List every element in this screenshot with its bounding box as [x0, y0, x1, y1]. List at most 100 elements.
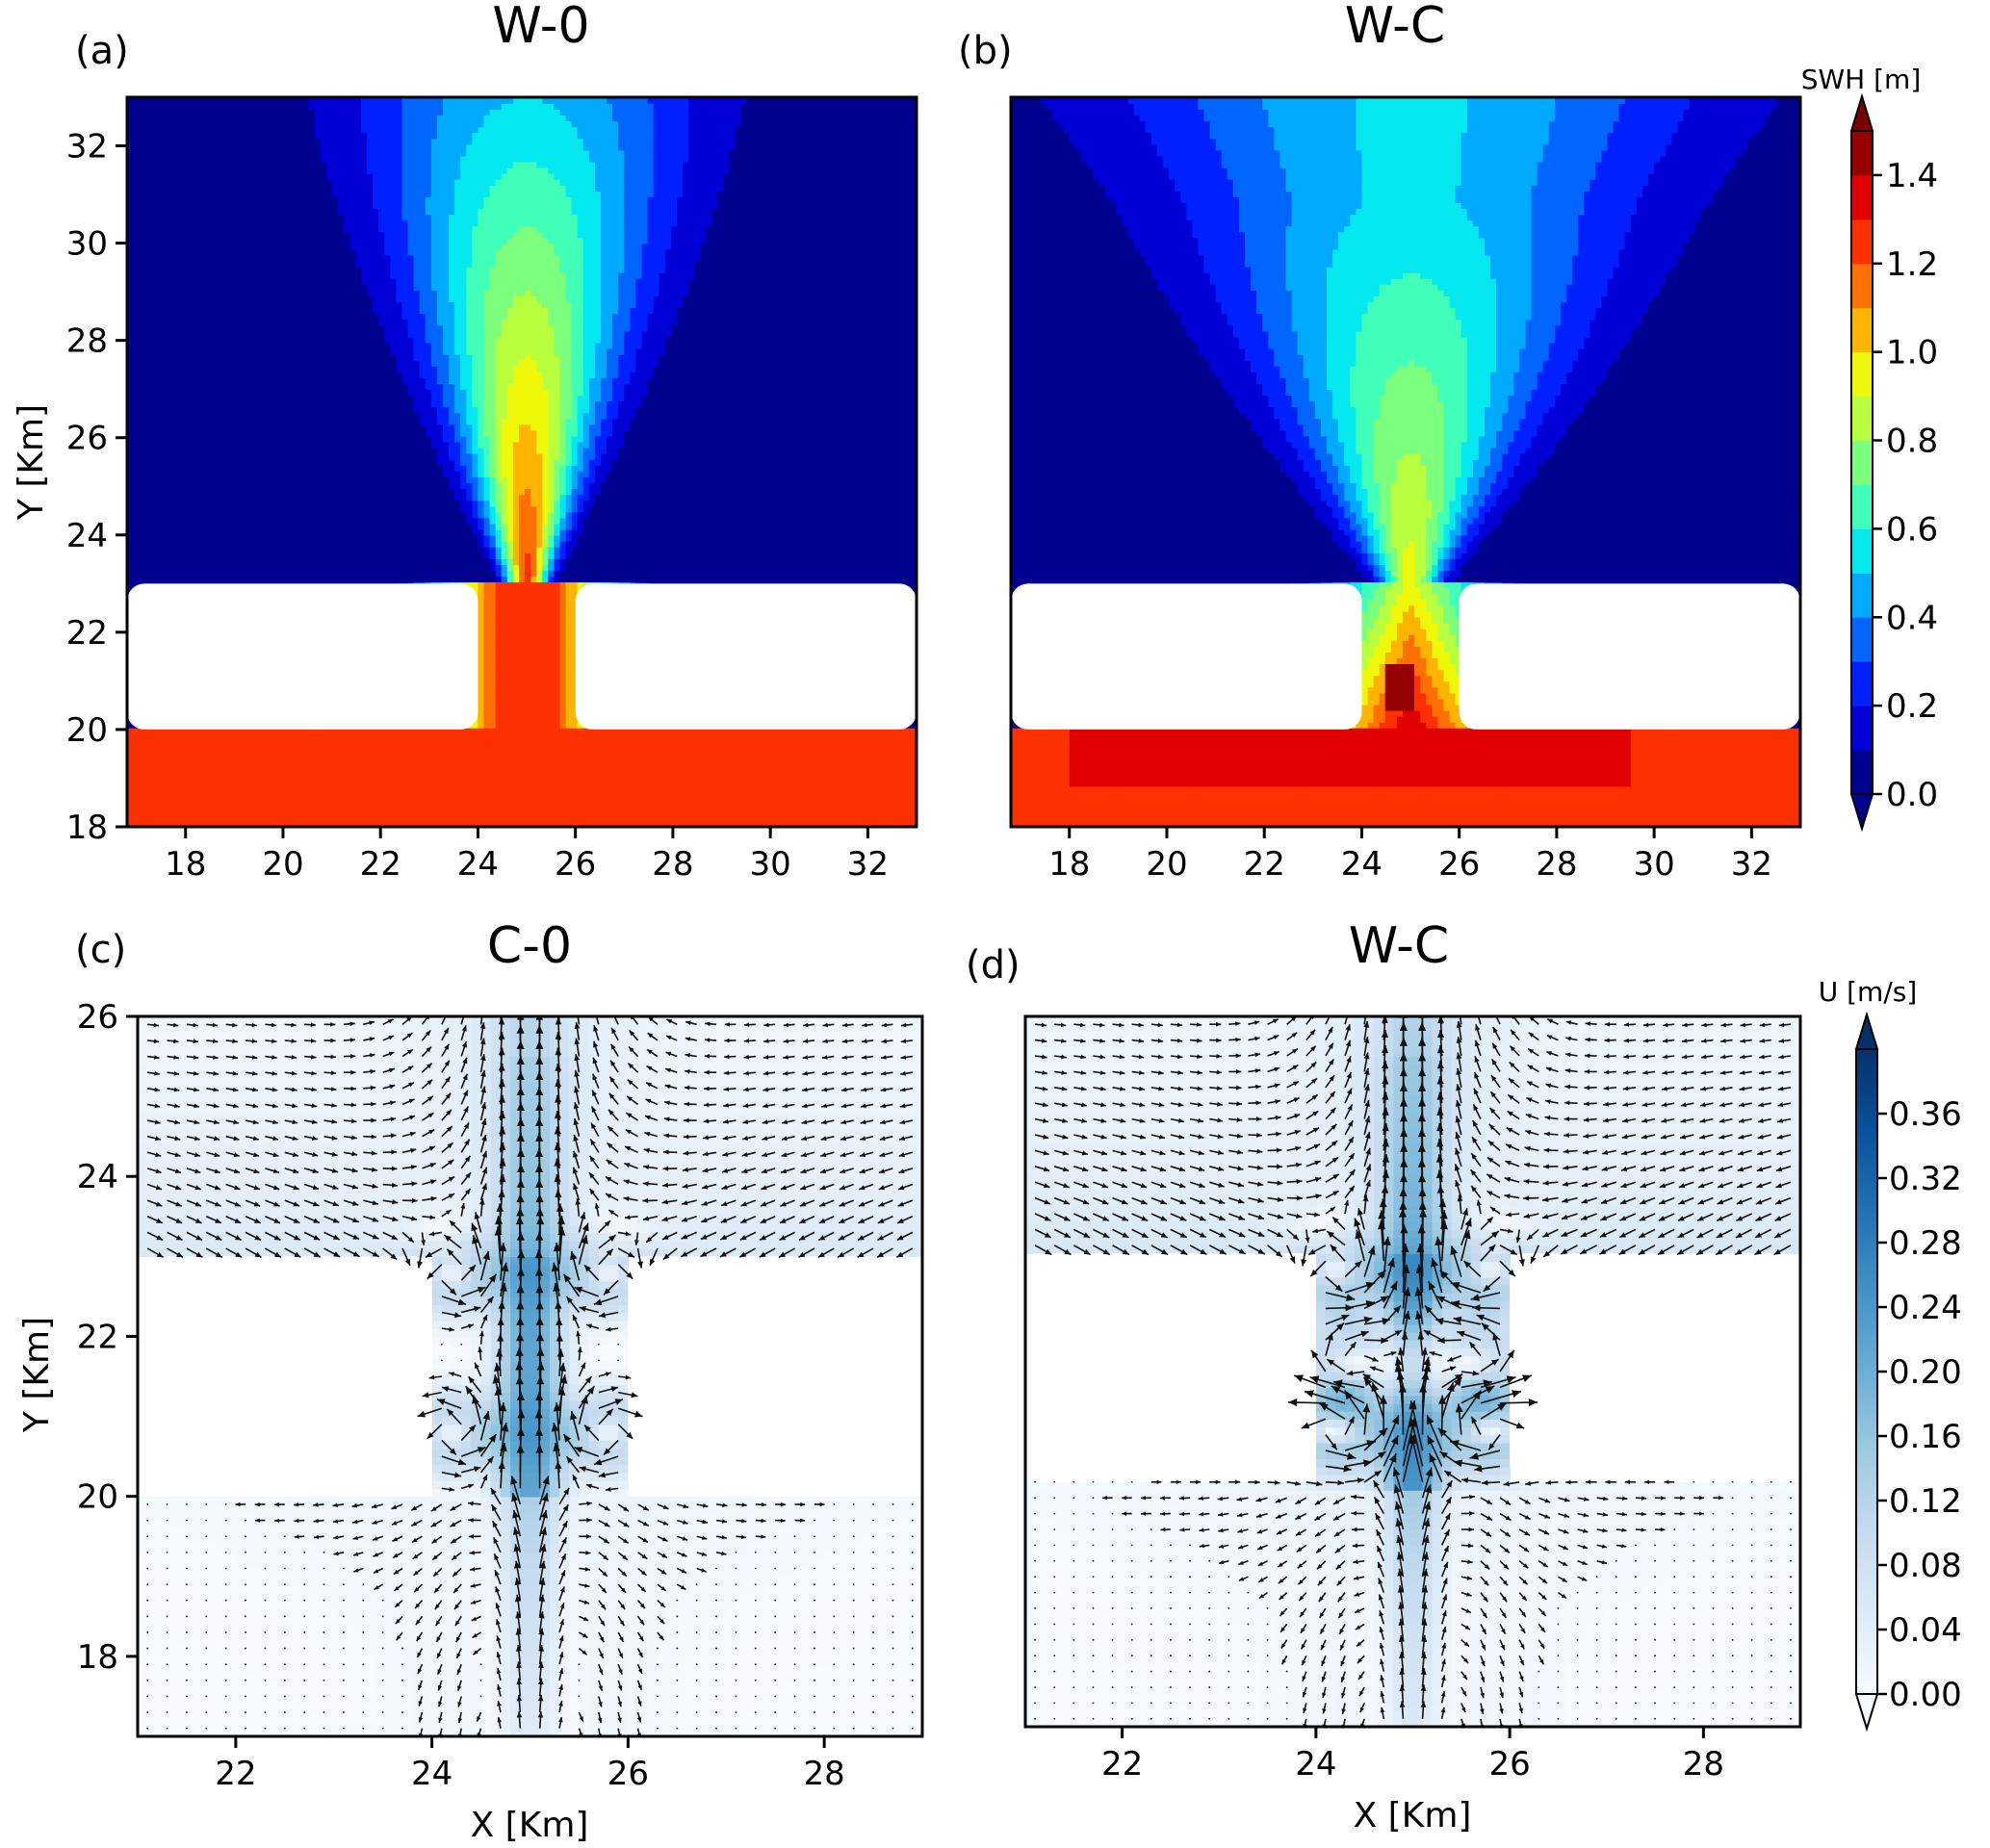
quiver-arrow-head [493, 1537, 499, 1544]
quiver-arrow-head [641, 1570, 647, 1576]
quiver-arrow-head [449, 1288, 456, 1296]
quiver-dot [1189, 1607, 1191, 1609]
quiver-arrow-head [452, 1571, 458, 1577]
quiver-arrow-head [253, 1168, 260, 1174]
quiver-arrow-head [232, 1087, 239, 1092]
quiver-arrow-head [1456, 1037, 1462, 1043]
quiver-arrow-head [605, 1372, 611, 1376]
quiver-dot [754, 1647, 757, 1650]
quiver-arrow-head [1277, 1546, 1283, 1552]
quiver-dot [1654, 1717, 1656, 1720]
quiver-arrow-head [233, 1103, 239, 1109]
x-tick-label-a-20: 20 [262, 845, 303, 884]
quiver-arrow-head [537, 1711, 544, 1718]
quiver-dot [1073, 1686, 1075, 1688]
quiver-dot [1576, 1717, 1579, 1720]
quiver-arrow-head [468, 1376, 476, 1384]
quiver-dot [852, 1711, 855, 1713]
quiver-dot [1557, 1655, 1560, 1657]
quiver-dot [1693, 1559, 1695, 1562]
quiver-dot [146, 1615, 149, 1618]
x-tick-label-d-24: 24 [1295, 1745, 1336, 1784]
quiver-arrow-head [1295, 1145, 1302, 1151]
quiver-arrow-head [577, 1347, 582, 1352]
quiver-dot [146, 1567, 149, 1570]
quiver-dot [264, 1695, 267, 1698]
quiver-arrow-head [700, 1234, 708, 1240]
quiver-dot [911, 1679, 914, 1681]
quiver-arrow-head [681, 1234, 688, 1240]
quiver-dot [1073, 1559, 1075, 1562]
quiver-dot [1170, 1544, 1172, 1547]
quiver-arrow-head [1439, 1270, 1449, 1279]
quiver-arrow-head [1235, 1069, 1242, 1074]
quiver-arrow-head [1237, 1528, 1243, 1533]
quiver-arrow-head [1218, 1215, 1226, 1220]
quiver-dot [1170, 1576, 1172, 1578]
quiver-arrow-head [516, 1694, 523, 1702]
quiver-arrow-head [1717, 1199, 1724, 1205]
quiver-arrow-head [1349, 1169, 1356, 1176]
quiver-arrow-head [1276, 1147, 1282, 1153]
quiver-dot [343, 1615, 345, 1618]
panel-title-c: C-0 [487, 917, 572, 975]
quiver-arrow-head [1064, 1232, 1071, 1238]
quiver-arrow-head [1218, 1544, 1225, 1549]
quiver-dot [303, 1599, 306, 1602]
quiver-arrow-head [414, 1586, 420, 1592]
quiver-arrow-head [629, 1046, 634, 1053]
quiver-dot [1111, 1559, 1114, 1562]
quiver-arrow-head [1345, 1009, 1350, 1015]
quiver-arrow-head [1197, 1038, 1202, 1043]
quiver-arrow-head [1562, 1578, 1567, 1582]
quiver-arrow-head [841, 1070, 847, 1076]
quiver-arrow-head [1318, 1579, 1324, 1586]
quiver-arrow-head [1544, 1514, 1550, 1519]
quiver-arrow-head [1425, 1467, 1434, 1477]
quiver-arrow-head [1584, 1085, 1589, 1091]
quiver-arrow-head [1469, 1452, 1480, 1460]
quiver-arrow-head [1500, 1660, 1505, 1666]
quiver-dot [245, 1695, 246, 1698]
quiver-arrow-head [623, 1506, 629, 1512]
quiver-dot [872, 1503, 874, 1505]
quiver-arrow-head [563, 1434, 572, 1443]
quiver-arrow-head [1276, 1131, 1281, 1137]
quiver-arrow-head [1353, 1576, 1359, 1580]
quiver-arrow-head [1476, 1314, 1485, 1322]
quiver-dot [1750, 1512, 1753, 1515]
quiver-arrow-head [1522, 1563, 1529, 1569]
quiver-arrow-head [332, 1234, 340, 1240]
quiver-arrow-head [1775, 1183, 1782, 1189]
quiver-arrow-head [663, 1149, 669, 1155]
quiver-arrow-head [1044, 1199, 1050, 1205]
quiver-arrow-head [721, 1168, 729, 1173]
quiver-arrow-head [1718, 1183, 1724, 1189]
quiver-arrow-head [1619, 1216, 1627, 1221]
quiver-arrow-head [1681, 1070, 1688, 1075]
quiver-arrow-head [840, 1119, 847, 1125]
quiver-arrow-head [350, 1069, 356, 1075]
quiver-dot [1615, 1717, 1617, 1720]
quiver-arrow-head [1300, 1611, 1305, 1617]
quiver-dot [872, 1519, 874, 1522]
quiver-arrow-head [1471, 1153, 1477, 1160]
quiver-arrow-head [602, 1571, 607, 1577]
quiver-dot [1673, 1607, 1676, 1609]
quiver-arrow-head [1469, 1494, 1475, 1500]
quiver-arrow-head [1716, 1248, 1723, 1255]
quiver-arrow-head [438, 1701, 443, 1707]
quiver-arrow-head [562, 1504, 569, 1512]
quiver-arrow-head [607, 1126, 614, 1132]
quiver-arrow-head [665, 1051, 672, 1057]
quiver-dot [205, 1663, 208, 1666]
quiver-arrow-head [1527, 1234, 1534, 1241]
quiver-arrow-head [840, 1168, 846, 1174]
quiver-arrow-head [479, 1022, 486, 1029]
quiver-arrow-head [1296, 1213, 1303, 1219]
quiver-arrow-head [1042, 1070, 1047, 1075]
quiver-dot [892, 1503, 894, 1505]
quiver-arrow-head [662, 1253, 670, 1260]
quiver-arrow-head [593, 1025, 599, 1032]
quiver-arrow-head [1437, 1337, 1445, 1345]
